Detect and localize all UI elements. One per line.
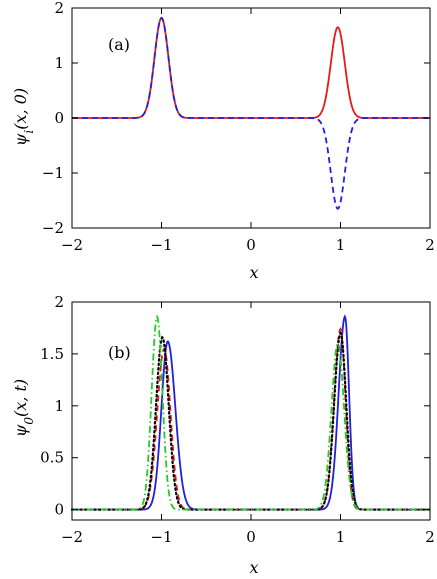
chart-panel-b: −2 −1 0 1 2 0 0.5 1 1.5 2 (b) x ψ0(x, t) (11, 293, 435, 577)
y-tick-label: 0 (54, 109, 64, 127)
y-tick-label: −1 (42, 164, 64, 182)
x-axis-label-b: x (249, 558, 258, 577)
x-tick-label: 0 (246, 236, 256, 254)
x-tick-label: −1 (150, 528, 172, 546)
series-line-4 (72, 314, 430, 511)
y-tick-label: 2 (54, 0, 64, 17)
x-tick-label: 2 (425, 528, 435, 546)
panel-label-a: (a) (108, 35, 130, 54)
x-axis-label-a: x (249, 263, 258, 282)
y-axis-label-a: ψi(x, 0) (11, 88, 36, 146)
series-line-1 (72, 16, 430, 119)
y-tick-label: 0 (54, 501, 64, 519)
y-tick-label: 1.5 (40, 345, 64, 363)
y-axis-label-b: ψ0(x, t) (11, 379, 36, 437)
y-tick-label: 1 (54, 397, 64, 415)
x-tick-label: −1 (150, 236, 172, 254)
y-tick-label: −2 (42, 219, 64, 237)
x-tick-label: 1 (336, 236, 346, 254)
x-tick-label: 2 (425, 236, 435, 254)
x-tick-label: −2 (61, 236, 83, 254)
panel-label-b: (b) (108, 343, 131, 362)
y-tick-label: 0.5 (40, 449, 64, 467)
chart-panel-a: −2 −1 0 1 2 −2 −1 0 1 2 (a) x ψi(x, 0) (11, 0, 435, 282)
y-tick-label: 1 (54, 54, 64, 72)
y-tick-label: 2 (54, 293, 64, 311)
x-tick-label: −2 (61, 528, 83, 546)
series-line-2 (72, 16, 430, 210)
x-tick-label: 0 (246, 528, 256, 546)
x-tick-label: 1 (336, 528, 346, 546)
plot-frame-b (71, 301, 431, 521)
